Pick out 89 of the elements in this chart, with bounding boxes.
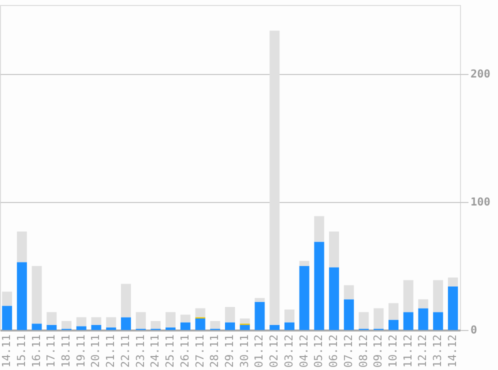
bar bbox=[240, 324, 250, 330]
x-tick-label: 07.12 bbox=[342, 334, 355, 368]
bar bbox=[166, 312, 176, 328]
bar bbox=[91, 324, 102, 330]
bar bbox=[448, 278, 458, 286]
bar bbox=[180, 322, 190, 330]
bar bbox=[418, 299, 428, 308]
x-tick-label: 12.12 bbox=[416, 334, 430, 368]
x-tick-label: 11.12 bbox=[401, 334, 414, 368]
bar bbox=[374, 308, 384, 329]
bar bbox=[314, 216, 324, 242]
x-tick-label: 14.11 bbox=[0, 334, 14, 368]
bar bbox=[254, 298, 265, 302]
bar bbox=[195, 318, 206, 330]
bar bbox=[136, 312, 146, 329]
x-tick-label: 20.11 bbox=[89, 334, 102, 368]
x-tick-label: 25.11 bbox=[164, 334, 177, 368]
x-tick-label: 05.12 bbox=[312, 334, 326, 368]
bar bbox=[388, 303, 398, 320]
x-tick-label: 22.11 bbox=[118, 334, 132, 368]
bar bbox=[240, 318, 250, 324]
x-tick-label: 09.12 bbox=[372, 334, 385, 368]
bar bbox=[46, 312, 57, 325]
bar bbox=[225, 322, 235, 330]
bar bbox=[76, 326, 86, 330]
x-tick-label: 23.11 bbox=[134, 334, 147, 368]
bar bbox=[329, 267, 340, 330]
bar bbox=[270, 324, 280, 330]
bar bbox=[120, 284, 131, 318]
bar bbox=[166, 327, 176, 330]
bar bbox=[329, 231, 340, 268]
x-tick-label: 02.12 bbox=[268, 334, 281, 368]
x-tick-label: 15.11 bbox=[14, 334, 28, 368]
bar bbox=[403, 312, 414, 330]
bar bbox=[210, 321, 220, 329]
bar bbox=[76, 317, 86, 326]
x-tick-label: 27.11 bbox=[193, 334, 206, 368]
bar bbox=[16, 262, 27, 330]
bar bbox=[106, 327, 116, 330]
x-tick-label: 01.12 bbox=[252, 334, 266, 368]
x-tick-label: 24.11 bbox=[148, 334, 162, 368]
bar bbox=[344, 285, 354, 300]
x-tick-label: 21.11 bbox=[104, 334, 118, 368]
x-tick-label: 19.11 bbox=[74, 334, 88, 368]
bar bbox=[225, 306, 235, 322]
bar bbox=[448, 286, 458, 330]
bar bbox=[32, 324, 42, 330]
bar bbox=[344, 299, 354, 330]
bar bbox=[314, 242, 324, 330]
bar bbox=[32, 266, 42, 324]
bar bbox=[195, 308, 206, 318]
x-tick-label: 03.12 bbox=[282, 334, 296, 368]
bar bbox=[299, 266, 310, 330]
y-tick-label: 100 bbox=[470, 196, 490, 209]
y-tick-label: 0 bbox=[470, 324, 478, 336]
x-tick-label: 13.12 bbox=[431, 334, 444, 368]
bar bbox=[91, 317, 102, 325]
bar bbox=[150, 321, 161, 329]
bar bbox=[16, 231, 27, 262]
x-tick-label: 14.12 bbox=[446, 334, 459, 368]
x-tick-label: 29.11 bbox=[223, 334, 236, 368]
bar bbox=[388, 320, 398, 330]
x-tick-label: 17.11 bbox=[44, 334, 58, 368]
x-tick-label: 28.11 bbox=[208, 334, 222, 368]
x-tick-label: 16.11 bbox=[30, 334, 43, 368]
bar bbox=[299, 260, 310, 266]
x-tick-label: 26.11 bbox=[178, 334, 192, 368]
x-tick-label: 04.12 bbox=[297, 334, 310, 368]
bar bbox=[403, 280, 414, 312]
y-tick-label: 200 bbox=[470, 68, 490, 81]
bar bbox=[270, 30, 280, 325]
x-tick-label: 08.12 bbox=[356, 334, 370, 368]
bar bbox=[433, 280, 444, 312]
bar bbox=[62, 321, 72, 329]
bar bbox=[254, 302, 265, 330]
bar bbox=[106, 317, 116, 328]
x-tick-label: 18.11 bbox=[60, 334, 73, 368]
bar bbox=[180, 314, 190, 322]
bar bbox=[120, 317, 131, 330]
x-tick-label: 06.12 bbox=[327, 334, 340, 368]
x-tick-label: 30.11 bbox=[238, 334, 251, 368]
bar bbox=[418, 308, 428, 330]
bar bbox=[433, 312, 444, 330]
bar bbox=[2, 306, 12, 330]
bar bbox=[358, 312, 369, 329]
bar bbox=[46, 324, 57, 330]
x-tick-label: 10.12 bbox=[386, 334, 400, 368]
bar bbox=[284, 322, 294, 330]
bar bbox=[284, 310, 294, 322]
